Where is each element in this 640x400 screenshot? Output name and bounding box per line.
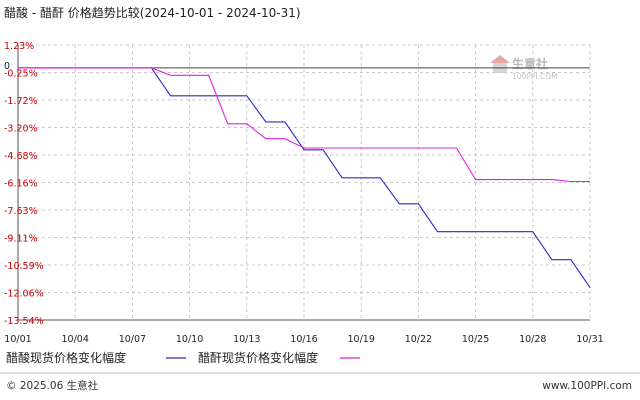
watermark-url: 100PPI.COM <box>512 72 558 81</box>
y-tick-label: -7.63% <box>4 206 38 217</box>
x-tick-label: 10/10 <box>176 334 203 345</box>
x-tick-label: 10/07 <box>119 334 146 345</box>
grid <box>17 44 591 321</box>
watermark-logo-icon <box>490 55 510 63</box>
y-tick-label: -4.68% <box>4 151 38 162</box>
footer-copyright: © 2025.06 生意社 <box>6 379 99 392</box>
y-tick-label: -0.25% <box>4 69 38 80</box>
y-tick-label: 1.23% <box>4 41 34 52</box>
y-tick-label: -12.06% <box>4 289 44 300</box>
x-tick-label: 10/25 <box>462 334 489 345</box>
legend-label-acetic-anhydride: 醋酐现货价格变化幅度 <box>198 350 318 365</box>
watermark-brand: 生意社 <box>512 56 548 71</box>
x-tick-label: 10/22 <box>405 334 432 345</box>
x-tick-labels: 10/01 10/04 10/07 10/10 10/13 10/16 10/19 10/22… <box>4 334 603 345</box>
y-tick-label: -1.72% <box>4 96 38 107</box>
legend: 醋酸现货价格变化幅度 醋酐现货价格变化幅度 <box>6 350 360 365</box>
x-tick-label: 10/13 <box>233 334 260 345</box>
x-tick-label: 10/19 <box>348 334 375 345</box>
x-tick-label: 10/31 <box>576 334 603 345</box>
y-tick-label: -6.16% <box>4 179 38 190</box>
zero-tick-label: 0 <box>4 61 10 72</box>
x-tick-label: 10/01 <box>4 334 31 345</box>
footer-url: www.100PPI.com <box>542 380 632 392</box>
y-tick-label: -3.20% <box>4 124 38 135</box>
chart-title: 醋酸 - 醋酐 价格趋势比较(2024-10-01 - 2024-10-31) <box>4 5 301 20</box>
x-tick-label: 10/28 <box>519 334 546 345</box>
legend-label-acetic-acid: 醋酸现货价格变化幅度 <box>6 350 126 365</box>
y-tick-label: -13.54% <box>4 316 44 327</box>
y-tick-label: -9.11% <box>4 234 38 245</box>
y-tick-label: -10.59% <box>4 261 44 272</box>
y-tick-labels: 1.23% -0.25% -1.72% -3.20% -4.68% -6.16% -7.63… <box>4 41 44 327</box>
x-tick-label: 10/16 <box>290 334 317 345</box>
x-tick-label: 10/04 <box>62 334 89 345</box>
series-line-acetic-anhydride <box>18 67 590 183</box>
series-lines <box>18 67 591 288</box>
